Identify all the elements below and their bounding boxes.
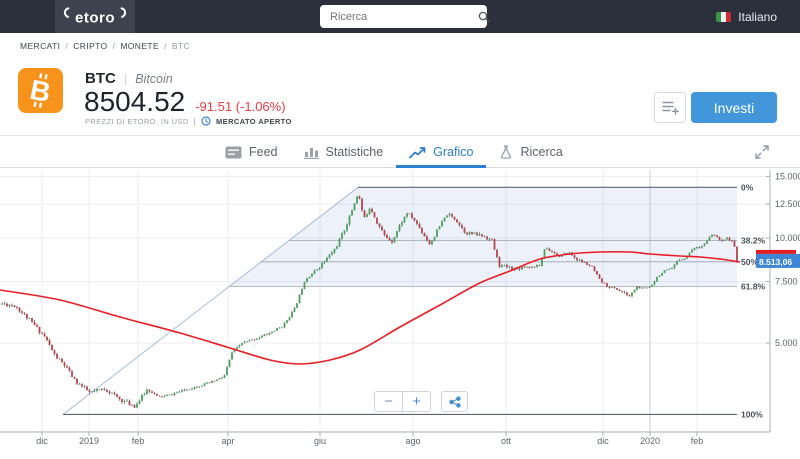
- price-note-row: PREZZI DI ETORO, IN USD | MERCATO APERTO: [85, 116, 292, 126]
- svg-text:8.513,06: 8.513,06: [759, 257, 792, 267]
- price-change: -91.51 (-1.06%): [195, 99, 286, 114]
- chart-zoom-controls: − +: [374, 391, 468, 412]
- price-row: 8504.52 -91.51 (-1.06%): [84, 86, 286, 118]
- tab-grafico[interactable]: Grafico: [396, 136, 486, 168]
- search-box: [320, 5, 490, 28]
- svg-text:61.8%: 61.8%: [741, 281, 766, 291]
- svg-text:etoro: etoro: [75, 9, 115, 26]
- language-label: Italiano: [738, 9, 777, 24]
- svg-text:50%: 50%: [741, 257, 758, 267]
- svg-text:apr: apr: [221, 436, 234, 446]
- svg-text:feb: feb: [691, 436, 704, 446]
- etoro-wordmark-icon: etoro: [63, 6, 127, 26]
- breadcrumb-monete[interactable]: MONETE: [120, 40, 160, 51]
- breadcrumb-cripto[interactable]: CRIPTO: [73, 40, 108, 51]
- candles: [1, 195, 738, 409]
- breadcrumb-separator: /: [65, 40, 69, 51]
- tab-ricerca[interactable]: Ricerca: [486, 136, 575, 168]
- bar-chart-icon: [303, 147, 319, 159]
- svg-text:B: B: [28, 74, 54, 108]
- sma-line: [0, 250, 741, 365]
- tab-feed-label: Feed: [249, 145, 278, 159]
- svg-text:giu: giu: [314, 436, 326, 446]
- share-icon: [448, 395, 461, 408]
- language-selector[interactable]: Italiano: [716, 0, 777, 33]
- price-note: PREZZI DI ETORO, IN USD: [85, 116, 189, 126]
- tab-statistiche-label: Statistiche: [325, 145, 384, 159]
- instrument-symbol: BTC: [85, 70, 116, 87]
- italian-flag-icon: [716, 11, 732, 22]
- flask-icon: [501, 145, 512, 159]
- svg-text:7.500: 7.500: [775, 277, 798, 287]
- feed-icon: [225, 146, 242, 158]
- invest-button[interactable]: Investi: [691, 92, 777, 123]
- share-chart-button[interactable]: [441, 391, 468, 412]
- watchlist-add-icon: [661, 101, 679, 115]
- breadcrumb-mercati[interactable]: MERCATI: [20, 40, 61, 51]
- tab-grafico-label: Grafico: [433, 145, 474, 159]
- svg-text:2019: 2019: [79, 436, 99, 446]
- svg-text:10.000: 10.000: [775, 233, 800, 243]
- breadcrumb-separator: /: [112, 40, 116, 51]
- svg-text:12.500: 12.500: [775, 199, 800, 209]
- current-price: 8504.52: [84, 86, 186, 117]
- svg-text:38.2%: 38.2%: [741, 236, 766, 246]
- market-status: MERCATO APERTO: [216, 116, 292, 126]
- axes: 15.000 12.500 10.000 7.500 5.000 dic 2019 feb ap…: [0, 170, 800, 446]
- clock-icon: [201, 116, 211, 126]
- chart-area: 0% 38.2% 50% 61.8% 100% 15.000 12.500 10.000 7.5…: [0, 168, 800, 454]
- zoom-out-button[interactable]: −: [374, 391, 403, 412]
- svg-text:dic: dic: [36, 436, 48, 446]
- breadcrumb-btc[interactable]: BTC: [171, 40, 191, 51]
- tab-ricerca-label: Ricerca: [520, 145, 563, 159]
- breadcrumb: MERCATI / CRIPTO / MONETE / BTC: [20, 33, 190, 58]
- search-icon[interactable]: [478, 11, 490, 23]
- tab-statistiche[interactable]: Statistiche: [291, 136, 397, 168]
- bitcoin-logo: B: [18, 68, 63, 113]
- price-chart[interactable]: 0% 38.2% 50% 61.8% 100% 15.000 12.500 10.000 7.5…: [0, 168, 800, 454]
- gridlines: [0, 170, 770, 432]
- fullscreen-toggle[interactable]: [754, 144, 770, 160]
- bitcoin-icon: B: [28, 73, 54, 108]
- section-divider: [0, 135, 800, 136]
- symbol-divider: |: [123, 71, 128, 86]
- note-separator: |: [193, 116, 197, 126]
- add-to-watchlist-button[interactable]: [654, 92, 686, 123]
- expand-icon: [755, 145, 769, 159]
- svg-text:15.000: 15.000: [775, 172, 800, 182]
- etoro-logo[interactable]: etoro: [55, 0, 135, 33]
- instrument-name: Bitcoin: [135, 72, 173, 86]
- svg-text:100%: 100%: [741, 409, 763, 419]
- search-input[interactable]: [320, 10, 478, 23]
- instrument-header: BTC | Bitcoin: [85, 70, 173, 87]
- svg-text:2020: 2020: [640, 436, 660, 446]
- top-header: etoro Italiano: [0, 0, 800, 33]
- svg-text:dic: dic: [597, 436, 609, 446]
- tab-bar: Feed Statistiche Grafico Ricerca: [0, 136, 800, 168]
- svg-text:0%: 0%: [741, 182, 754, 192]
- svg-text:5.000: 5.000: [775, 338, 798, 348]
- zoom-in-button[interactable]: +: [402, 391, 431, 412]
- tab-feed[interactable]: Feed: [212, 136, 291, 168]
- svg-text:feb: feb: [132, 436, 145, 446]
- svg-text:ago: ago: [405, 436, 420, 446]
- svg-text:ott: ott: [501, 436, 512, 446]
- line-chart-icon: [409, 146, 426, 158]
- breadcrumb-separator: /: [164, 40, 167, 51]
- current-price-badge: 8.513,06: [756, 249, 800, 268]
